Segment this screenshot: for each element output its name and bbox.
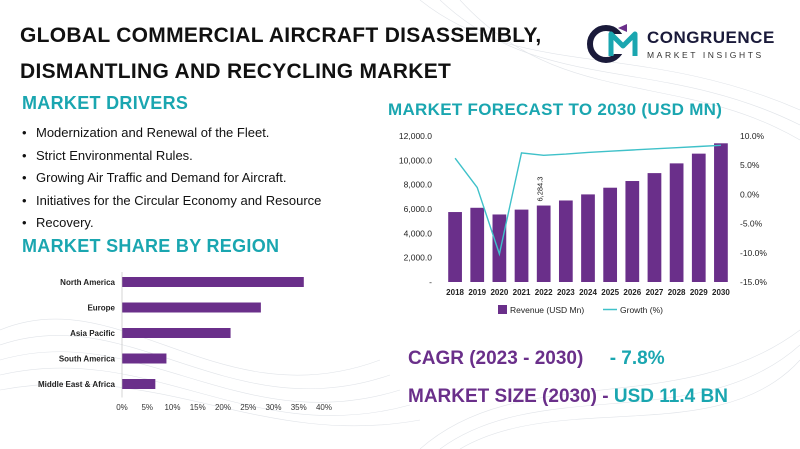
forecast-year-label: 2029 — [690, 288, 708, 297]
market-size-value: USD 11.4 BN — [613, 386, 728, 407]
cagr-label: CAGR (2023 - 2030) — [408, 348, 584, 369]
revenue-bar — [603, 187, 618, 282]
forecast-year-label: 2018 — [446, 288, 464, 297]
region-x-tick: 20% — [215, 403, 231, 412]
forecast-year-label: 2027 — [646, 288, 664, 297]
forecast-right-tick: 10.0% — [740, 131, 765, 141]
forecast-year-label: 2023 — [557, 288, 575, 297]
brand-logo: CONGRUENCE MARKET INSIGHTS — [585, 20, 785, 68]
region-label: South America — [59, 355, 116, 364]
driver-item: Initiatives for the Circular Economy and… — [22, 190, 394, 213]
region-x-tick: 0% — [116, 403, 128, 412]
forecast-year-label: 2024 — [579, 288, 597, 297]
forecast-left-tick: 2,000.0 — [404, 253, 433, 263]
forecast-year-label: 2026 — [623, 288, 641, 297]
forecast-year-label: 2025 — [601, 288, 619, 297]
region-label: North America — [60, 278, 115, 287]
region-x-tick: 5% — [141, 403, 153, 412]
growth-line — [454, 144, 721, 257]
forecast-right-tick: -5.0% — [740, 219, 763, 229]
region-x-tick: 15% — [190, 403, 206, 412]
title-line-2: DISMANTLING AND RECYCLING MARKET — [20, 60, 452, 83]
region-bar — [122, 277, 304, 287]
legend-revenue-swatch — [498, 305, 507, 314]
revenue-bar — [625, 181, 640, 282]
forecast-chart: - 2,000.0 4,000.0 6,000.0 8,000.0 10,000.0 12,… — [399, 131, 767, 315]
forecast-year-label: 2030 — [712, 288, 730, 297]
logo-name: CONGRUENCE — [647, 28, 775, 47]
region-bar — [122, 353, 167, 364]
revenue-bar — [581, 194, 595, 282]
forecast-heading: MARKET FORECAST TO 2030 (USD MN) — [388, 100, 723, 119]
region-bar — [122, 302, 261, 313]
region-bar — [122, 379, 156, 389]
title-line-1: GLOBAL COMMERCIAL AIRCRAFT DISASSEMBLY, — [20, 24, 542, 47]
market-drivers-list: Modernization and Renewal of the Fleet. … — [22, 122, 394, 235]
forecast-left-tick: 4,000.0 — [404, 228, 433, 238]
legend-growth-label: Growth (%) — [620, 305, 663, 315]
forecast-year-label: 2028 — [668, 288, 686, 297]
forecast-right-tick: 5.0% — [740, 160, 760, 170]
revenue-data-label: 6,284.3 — [536, 177, 545, 202]
forecast-year-label: 2022 — [535, 288, 553, 297]
driver-item: Modernization and Renewal of the Fleet. — [22, 122, 394, 145]
revenue-bar — [714, 143, 728, 282]
forecast-left-tick: 12,000.0 — [399, 131, 432, 141]
forecast-left-tick: 8,000.0 — [404, 180, 433, 190]
region-bar — [122, 328, 231, 338]
revenue-bar — [514, 209, 529, 282]
market-drivers-heading: MARKET DRIVERS — [22, 93, 189, 113]
revenue-bar — [669, 163, 684, 282]
forecast-year-label: 2020 — [490, 288, 508, 297]
revenue-bar — [536, 205, 551, 282]
region-share-chart: North America Europe Asia Pacific South Ame… — [38, 272, 332, 412]
cagr-value: - 7.8% — [609, 348, 665, 369]
driver-item: Growing Air Traffic and Demand for Aircr… — [22, 167, 394, 190]
logo-tagline: MARKET INSIGHTS — [647, 50, 764, 60]
market-size-label: MARKET SIZE (2030) - — [408, 386, 609, 407]
market-share-heading: MARKET SHARE BY REGION — [22, 236, 280, 256]
region-x-tick: 40% — [316, 403, 332, 412]
region-x-tick: 10% — [164, 403, 180, 412]
forecast-right-tick: 0.0% — [740, 189, 760, 199]
revenue-bar — [647, 173, 662, 282]
region-label: Asia Pacific — [70, 329, 115, 338]
driver-item-continuation: Recovery. — [22, 212, 394, 235]
market-size-summary: MARKET SIZE (2030) - USD 11.4 BN — [408, 386, 728, 408]
revenue-bar — [448, 212, 462, 282]
driver-item: Strict Environmental Rules. — [22, 145, 394, 168]
cagr-summary: CAGR (2023 - 2030) - 7.8% — [408, 348, 665, 370]
forecast-year-label: 2021 — [513, 288, 531, 297]
forecast-left-tick: 6,000.0 — [404, 204, 433, 214]
forecast-right-tick: -10.0% — [740, 248, 767, 258]
page-title: GLOBAL COMMERCIAL AIRCRAFT DISASSEMBLY, … — [20, 18, 590, 90]
region-x-tick: 35% — [291, 403, 307, 412]
forecast-left-tick: - — [429, 277, 432, 287]
forecast-year-label: 2019 — [468, 288, 486, 297]
legend-revenue-label: Revenue (USD Mn) — [510, 305, 584, 315]
region-x-tick: 30% — [265, 403, 281, 412]
revenue-bar — [558, 200, 573, 282]
logo-mark-icon — [587, 24, 638, 63]
revenue-bar — [470, 207, 485, 282]
revenue-bar — [492, 214, 507, 282]
revenue-bar — [691, 153, 706, 282]
forecast-left-tick: 10,000.0 — [399, 155, 432, 165]
forecast-right-tick: -15.0% — [740, 277, 767, 287]
region-x-tick: 25% — [240, 403, 256, 412]
region-label: Middle East & Africa — [38, 380, 116, 389]
region-label: Europe — [87, 304, 115, 313]
